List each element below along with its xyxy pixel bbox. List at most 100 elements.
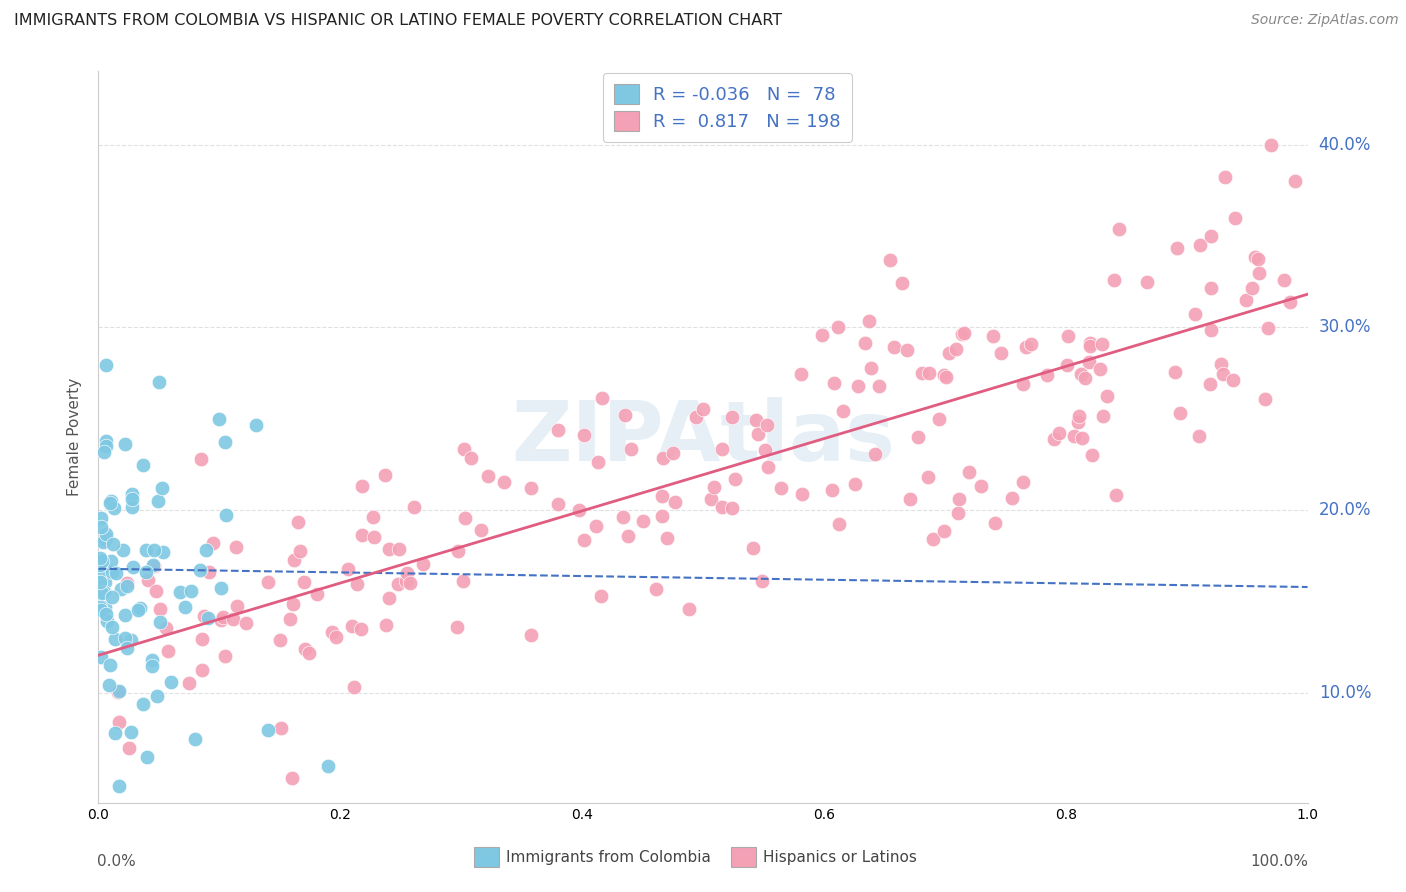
Point	[197, 611, 219, 625]
Point	[1257, 321, 1279, 335]
Text: 30.0%: 30.0%	[1319, 318, 1371, 336]
Point	[387, 577, 409, 591]
Point	[94, 434, 117, 448]
Point	[190, 632, 212, 647]
Point	[1188, 429, 1211, 443]
Point	[90, 603, 112, 617]
Point	[741, 541, 763, 555]
Point	[270, 721, 292, 735]
Point	[136, 573, 159, 587]
Point	[879, 253, 901, 268]
Point	[911, 367, 934, 381]
Point	[769, 481, 792, 495]
Point	[115, 640, 138, 655]
Point	[112, 543, 135, 558]
Point	[1249, 266, 1271, 280]
Point	[1274, 273, 1296, 287]
Point	[747, 426, 769, 441]
Text: 0.0%: 0.0%	[97, 854, 136, 869]
Point	[1253, 392, 1275, 406]
Point	[148, 493, 170, 508]
Point	[1201, 322, 1223, 336]
Point	[744, 413, 766, 427]
Point	[343, 680, 366, 694]
Point	[950, 326, 973, 341]
Point	[453, 511, 475, 525]
Point	[361, 509, 384, 524]
Point	[94, 527, 117, 541]
Point	[94, 533, 117, 548]
Point	[325, 630, 347, 644]
Point	[547, 497, 569, 511]
Point	[346, 576, 368, 591]
Point	[613, 408, 636, 422]
Point	[340, 618, 363, 632]
Point	[98, 678, 121, 692]
Point	[209, 581, 232, 595]
Point	[104, 632, 127, 646]
Point	[256, 723, 278, 737]
Point	[225, 540, 247, 554]
Point	[1077, 355, 1099, 369]
Point	[585, 519, 607, 533]
Point	[121, 500, 143, 514]
Point	[1189, 238, 1212, 252]
Point	[141, 558, 163, 572]
Point	[148, 375, 170, 389]
Text: IMMIGRANTS FROM COLOMBIA VS HISPANIC OR LATINO FEMALE POVERTY CORRELATION CHART: IMMIGRANTS FROM COLOMBIA VS HISPANIC OR …	[14, 13, 782, 29]
Point	[321, 624, 343, 639]
Point	[280, 611, 302, 625]
Point	[214, 435, 236, 450]
Point	[135, 543, 157, 558]
Point	[395, 574, 418, 588]
Point	[257, 575, 280, 590]
Point	[651, 509, 673, 524]
Point	[90, 520, 112, 534]
Point	[96, 607, 118, 622]
Point	[107, 714, 129, 729]
Point	[700, 491, 723, 506]
Point	[121, 724, 143, 739]
Point	[118, 741, 141, 756]
Point	[143, 543, 166, 558]
Point	[225, 599, 247, 613]
Point	[90, 554, 112, 568]
Point	[846, 379, 869, 393]
Point	[103, 500, 125, 515]
Point	[89, 600, 111, 615]
Point	[135, 565, 157, 579]
Point	[827, 320, 849, 334]
Point	[664, 495, 686, 509]
Point	[1080, 448, 1102, 462]
Point	[990, 346, 1012, 360]
Point	[844, 477, 866, 491]
Point	[1066, 415, 1088, 429]
Point	[957, 465, 980, 479]
Point	[858, 313, 880, 327]
Point	[1247, 252, 1270, 267]
Point	[337, 562, 360, 576]
Point	[184, 731, 207, 746]
Point	[292, 574, 315, 589]
Point	[907, 430, 929, 444]
Point	[89, 558, 111, 573]
Text: 10.0%: 10.0%	[1319, 684, 1371, 702]
Point	[101, 590, 124, 604]
Point	[350, 528, 373, 542]
Point	[520, 481, 543, 495]
Point	[193, 609, 215, 624]
Point	[174, 599, 197, 614]
Point	[520, 628, 543, 642]
FancyBboxPatch shape	[474, 847, 499, 867]
Point	[477, 469, 499, 483]
Point	[723, 472, 745, 486]
Point	[1199, 229, 1222, 244]
Point	[1199, 281, 1222, 295]
Point	[208, 412, 231, 426]
Point	[115, 576, 138, 591]
Point	[198, 565, 221, 579]
Point	[350, 478, 373, 492]
Point	[115, 579, 138, 593]
Point	[305, 587, 328, 601]
Point	[1011, 475, 1033, 490]
